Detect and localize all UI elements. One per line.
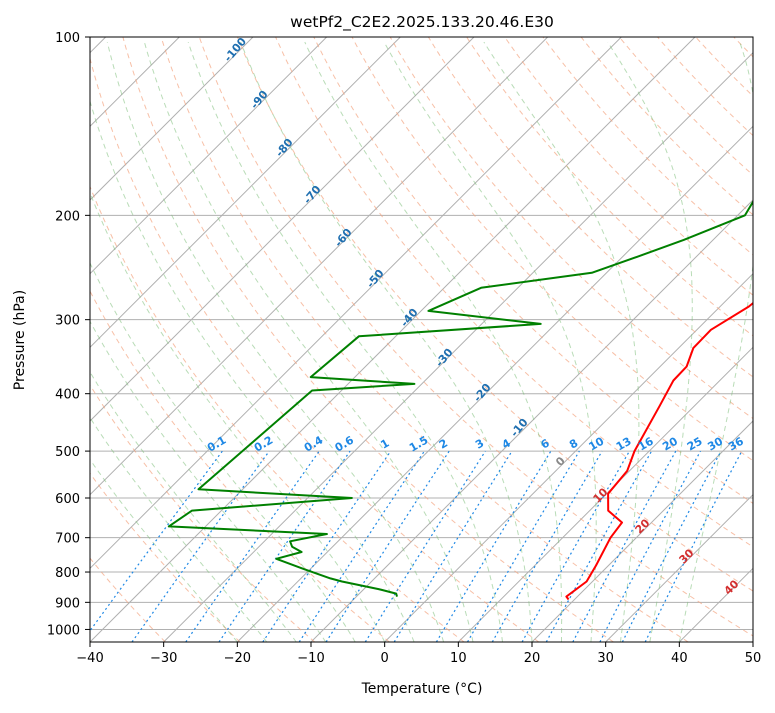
axis-layer: −40 −30 −20 −10 0 10 20 30 40 50 100 200 300 400 500 60…: [47, 31, 761, 666]
dry-adiabat-line: [505, 37, 775, 642]
mixing-ratio-line: [365, 451, 485, 642]
dry-adiabat-line: [467, 37, 775, 642]
moist-adiabat-line: [0, 42, 267, 642]
dry-adiabat-line: [161, 37, 688, 642]
x-tick-label: 10: [450, 651, 467, 666]
moist-adiabat-line: [0, 42, 326, 642]
x-tick-label: 40: [671, 651, 688, 666]
dry-adiabat-line: [352, 37, 775, 642]
moist-adiabat-label: 40: [722, 577, 742, 597]
isotherm-line: [458, 37, 775, 642]
mixing-ratio-label: 4: [500, 436, 513, 451]
isotherm-line: [385, 37, 775, 642]
y-tick-label: 900: [55, 596, 80, 611]
moist-adiabat-line: [188, 42, 502, 642]
mixing-ratio-label: 2: [437, 437, 450, 452]
dry-adiabat-label: -80: [273, 136, 296, 160]
moist-adiabat-line: [484, 42, 639, 642]
isotherm-line: [164, 37, 769, 642]
mixing-ratio-line: [394, 451, 512, 642]
x-tick-label: 30: [597, 651, 614, 666]
dry-adiabat-label: -60: [332, 226, 355, 250]
x-tick-label: −30: [150, 651, 177, 666]
dry-adiabat-label: -90: [248, 88, 271, 112]
dry-adiabat-line: [734, 37, 775, 642]
y-axis-title: Pressure (hPa): [12, 290, 28, 390]
isotherm-line: [532, 37, 775, 642]
temperature-profile-line: [566, 37, 775, 600]
y-tick-label: 200: [55, 209, 80, 224]
x-tick-label: −40: [76, 651, 103, 666]
dry-adiabat-line: [428, 37, 775, 642]
mixing-ratio-line: [522, 451, 629, 642]
isotherm-line: [237, 37, 775, 642]
x-tick-label: 50: [745, 651, 762, 666]
mixing-ratio-line: [219, 451, 350, 642]
isotherm-line: [0, 37, 400, 642]
moist-adiabat-label: 30: [677, 546, 697, 566]
mixing-ratio-label: 1: [378, 437, 391, 452]
x-tick-label: −10: [297, 651, 324, 666]
isotherm-line: [679, 37, 775, 642]
chart-title: wetPf2_C2E2.2025.133.20.46.E30: [290, 13, 554, 32]
y-tick-label: 700: [55, 532, 80, 547]
dry-adiabat-line: [390, 37, 775, 642]
y-tick-label: 100: [55, 31, 80, 46]
moist-adiabat-line: [47, 42, 384, 642]
moist-adiabat-line: [144, 42, 473, 642]
moist-adiabat-line: [305, 42, 562, 642]
x-tick-label: −20: [224, 651, 251, 666]
moist-adiabat-label: 20: [633, 516, 653, 536]
dry-adiabat-line: [658, 37, 775, 642]
dry-adiabat-line: [8, 37, 389, 642]
x-tick-label: 20: [524, 651, 541, 666]
y-tick-label: 800: [55, 566, 80, 581]
dry-adiabat-line: [0, 37, 315, 642]
y-tick-label: 300: [55, 314, 80, 329]
dry-adiabat-label: -30: [433, 346, 456, 370]
dry-adiabat-label: -100: [221, 35, 249, 65]
mixing-ratio-line: [468, 451, 580, 642]
dry-adiabat-label: -70: [301, 183, 324, 207]
dry-adiabat-line: [85, 37, 539, 642]
y-tick-label: 600: [55, 492, 80, 507]
isotherm-line: [16, 37, 621, 642]
moist-adiabat-line: [241, 42, 532, 642]
x-tick-label: 0: [381, 651, 389, 666]
moist-adiabat-line: [75, 42, 414, 642]
x-axis-title: Temperature (°C): [361, 681, 483, 697]
isotherm-line: [753, 37, 775, 642]
y-tick-label: 400: [55, 388, 80, 403]
mixing-ratio-label: 6: [539, 436, 552, 451]
moist-adiabat-line: [384, 42, 596, 642]
mixing-ratio-label: 8: [567, 437, 580, 452]
y-tick-label: 500: [55, 445, 80, 460]
dry-adiabat-line: [238, 37, 775, 642]
isotherm-line: [0, 37, 253, 642]
dry-adiabat-label: -20: [471, 381, 494, 405]
dry-adiabat-label: -50: [364, 267, 387, 291]
dry-adiabat-line: [543, 37, 775, 642]
dry-adiabat-line: [696, 37, 775, 642]
mixing-ratio-line: [82, 451, 223, 642]
dry-adiabat-label: -10: [508, 416, 531, 440]
isotherm-line: [0, 37, 474, 642]
y-tick-label: 1000: [47, 623, 80, 638]
grid-layer: [0, 37, 775, 642]
mixing-ratio-line: [645, 451, 742, 642]
isotherm-line: [311, 37, 775, 642]
